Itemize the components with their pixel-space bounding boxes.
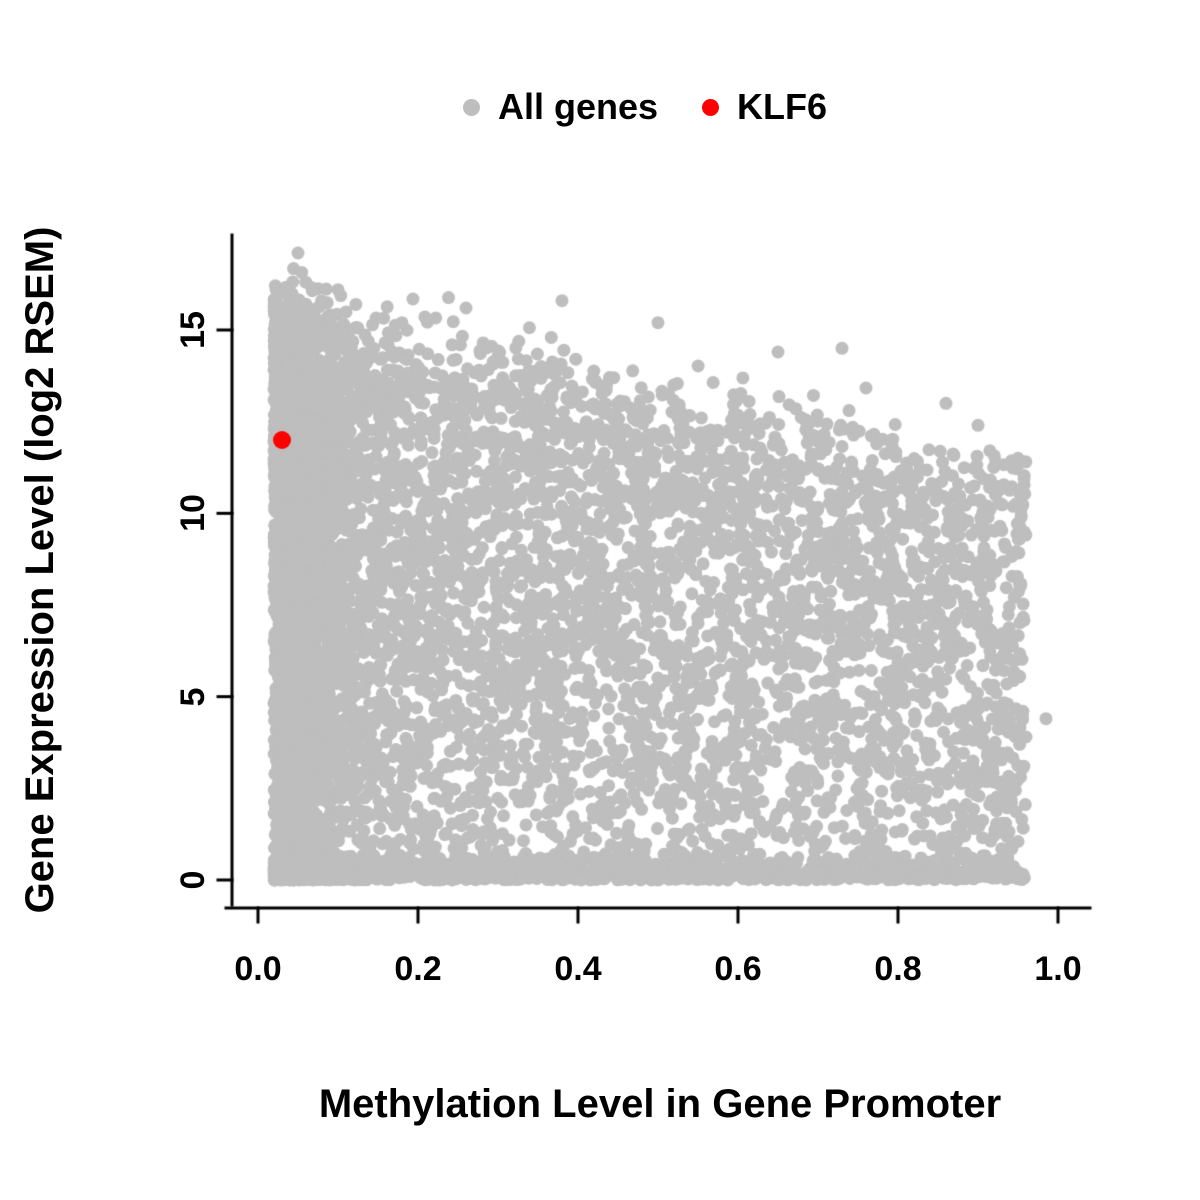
x-tick-label-0.4: 0.4: [554, 950, 602, 988]
y-axis-title: Gene Expression Level (log2 RSEM): [18, 226, 62, 914]
legend-item-klf6: KLF6: [702, 86, 827, 128]
x-tick-label-0.6: 0.6: [714, 950, 762, 988]
klf6-point-icon: [702, 98, 720, 116]
y-tick-label-15: 15: [174, 311, 212, 349]
y-tick-label-5: 5: [174, 687, 212, 707]
x-tick-label-0.8: 0.8: [874, 950, 922, 988]
x-tick-label-0.0: 0.0: [234, 950, 282, 988]
x-tick-label-1.0: 1.0: [1034, 950, 1082, 988]
y-tick-label-10: 10: [174, 494, 212, 532]
legend-item-all-genes: All genes: [462, 86, 659, 128]
legend-label-all-genes: All genes: [497, 86, 659, 127]
x-axis-title: Methylation Level in Gene Promoter: [318, 1082, 1002, 1126]
y-tick-label-0: 0: [174, 870, 212, 890]
all-genes-point-icon: [462, 98, 480, 116]
plot-legend: All genes KLF6: [0, 86, 1200, 128]
legend-label-klf6: KLF6: [737, 86, 828, 127]
x-tick-label-0.2: 0.2: [394, 950, 442, 988]
